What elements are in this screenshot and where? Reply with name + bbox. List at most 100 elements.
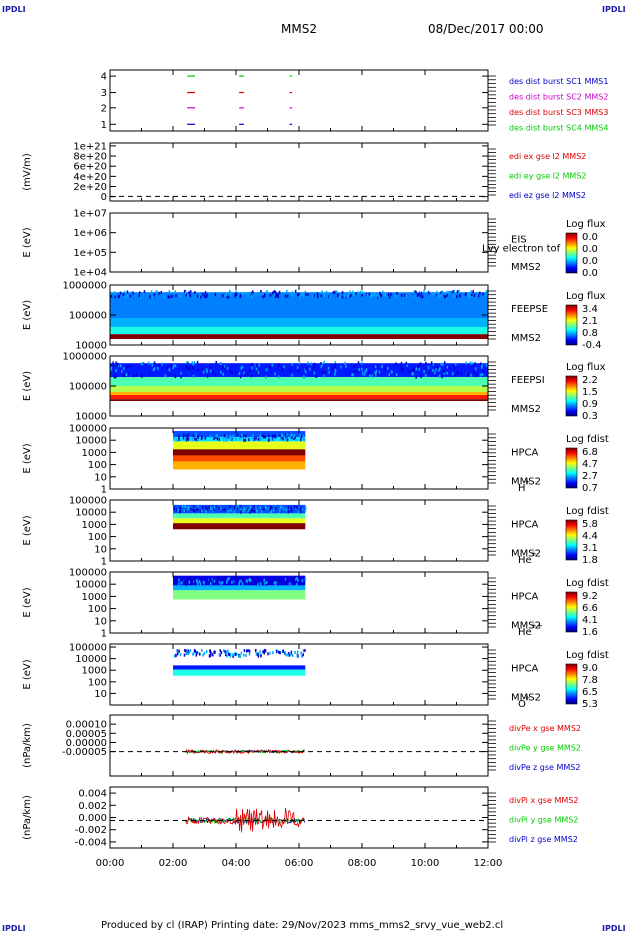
spectrogram-speck	[291, 373, 294, 377]
spectrogram-speck	[304, 506, 307, 510]
spectrogram-speck	[129, 294, 132, 298]
spectrogram-speck	[406, 363, 408, 367]
spectrogram-speck	[205, 506, 207, 510]
spectrogram-speck	[241, 582, 244, 586]
spectrogram-speck	[375, 294, 378, 298]
spectrogram-speck	[359, 290, 362, 294]
spectrogram-speck	[212, 510, 214, 514]
spectrogram-speck	[219, 370, 222, 374]
spectrogram-speck	[215, 505, 217, 509]
spectrogram-speck	[300, 435, 303, 439]
spectrogram-speck	[248, 652, 251, 656]
spectrogram-speck	[282, 507, 285, 511]
spectrogram-band	[110, 395, 488, 400]
species-charge: +	[531, 550, 537, 558]
spectrogram-speck	[225, 651, 228, 655]
spectrogram-speck	[293, 505, 296, 509]
spectrogram-speck	[467, 373, 469, 377]
spectrogram-speck	[294, 578, 297, 582]
spectrogram-speck	[240, 510, 242, 514]
colorbar-tick-label: 3.4	[582, 304, 598, 315]
spectrogram-speck	[325, 290, 328, 294]
spectrogram-speck	[282, 650, 284, 654]
spectrogram-speck	[321, 370, 323, 374]
instrument-name: FEEPSE	[511, 304, 548, 315]
spectrogram-speck	[279, 507, 281, 511]
spectrogram-speck	[202, 581, 204, 585]
spectrogram-speck	[296, 576, 298, 580]
spectrogram-speck	[316, 292, 319, 296]
spectrogram-speck	[349, 290, 351, 294]
spectrogram-speck	[271, 505, 273, 509]
y-tick-label: 100	[88, 460, 107, 471]
spectrogram-speck	[178, 435, 180, 439]
spectrogram-speck	[295, 505, 298, 509]
spectrogram-speck	[271, 291, 274, 295]
spectrogram-speck	[482, 369, 485, 373]
y-tick-label: 100	[88, 532, 107, 543]
spectrogram-speck	[188, 366, 191, 370]
spectrogram-speck	[187, 649, 190, 653]
y-tick-label: 1	[101, 557, 107, 568]
spectrogram-speck	[260, 292, 262, 296]
spectrogram-speck	[436, 290, 438, 294]
spectrogram-speck	[256, 370, 258, 374]
spectrogram-speck	[228, 436, 231, 440]
spectrogram-speck	[294, 289, 297, 293]
spectrogram-speck	[252, 436, 254, 440]
spectrogram-speck	[288, 582, 291, 586]
spectrogram-speck	[480, 362, 482, 366]
spectrogram-speck	[244, 372, 246, 376]
spectrogram-speck	[340, 365, 342, 369]
y-tick-label: 4	[101, 72, 107, 83]
spectrogram-speck	[238, 372, 241, 376]
spectrogram-speck	[454, 373, 457, 377]
x-tick-label: 10:00	[411, 858, 440, 869]
spectrogram-speck	[481, 363, 483, 367]
spectrogram-speck	[227, 295, 230, 299]
spectrogram-speck	[240, 651, 243, 655]
spectrogram-speck	[417, 363, 420, 367]
spectrogram-speck	[185, 438, 188, 442]
spectrogram-speck	[239, 504, 241, 508]
spectrogram-speck	[284, 436, 287, 440]
spectrogram-speck	[272, 436, 275, 440]
instrument-name: HPCA	[511, 447, 539, 458]
spectrogram-speck	[405, 294, 407, 298]
corner-mark-top-left: IPDLI	[2, 5, 26, 14]
spectrogram-speck	[459, 294, 461, 298]
spectrogram-speck	[403, 294, 406, 298]
spectrogram-speck	[304, 648, 306, 652]
spectrogram-speck	[218, 653, 221, 657]
spectrogram-speck	[263, 648, 266, 652]
colorbar-tick-label: 0.0	[582, 232, 598, 243]
y-tick-label: 1000	[82, 666, 107, 677]
spectrogram-speck	[312, 294, 314, 298]
spectrogram-speck	[204, 294, 206, 298]
series-label: edi ex gse l2 MMS2	[509, 152, 586, 161]
spectrogram-speck	[214, 650, 216, 654]
spectrogram-speck	[328, 370, 330, 374]
spectrogram-speck	[290, 435, 293, 439]
spectrogram-speck	[290, 292, 293, 296]
spectrogram-speck	[415, 290, 417, 294]
spectrogram-speck	[207, 581, 210, 585]
colorbar-title: Log fdist	[566, 434, 609, 445]
spectrogram-speck	[228, 289, 231, 293]
spectrogram-speck	[194, 291, 196, 295]
y-tick-label: 100000	[69, 496, 107, 507]
spectrogram-speck	[310, 362, 312, 366]
spectrogram-speck	[434, 373, 437, 377]
spectrogram-speck	[263, 581, 265, 585]
spectrogram-speck	[284, 651, 286, 655]
spectrogram-speck	[117, 295, 120, 299]
spectrogram-speck	[425, 361, 427, 365]
spectrogram-speck	[158, 291, 160, 295]
spectrogram-speck	[278, 650, 280, 654]
spectrogram-speck	[261, 433, 264, 437]
spectrogram-speck	[183, 653, 186, 657]
spectrogram-speck	[174, 290, 176, 294]
spectrogram-speck	[197, 435, 199, 439]
spectrogram-speck	[186, 579, 188, 583]
spectrogram-speck	[129, 364, 131, 368]
